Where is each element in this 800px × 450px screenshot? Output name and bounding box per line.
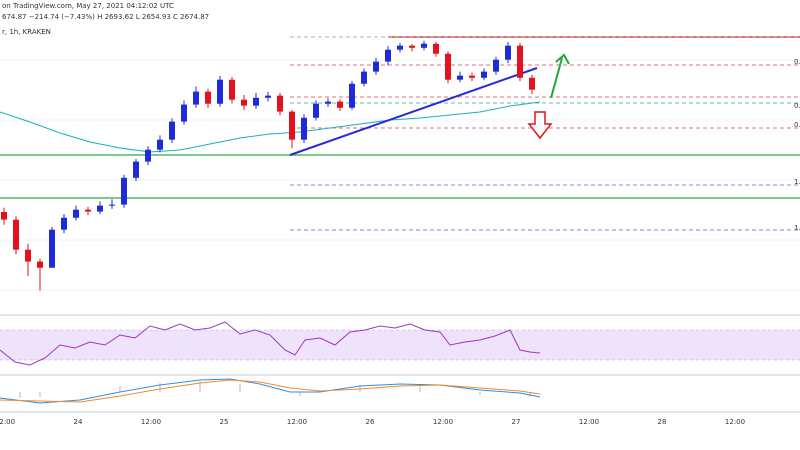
arrow-down xyxy=(527,111,553,140)
candle-body xyxy=(349,83,355,108)
candle-body xyxy=(505,45,511,60)
candle-body xyxy=(481,71,487,78)
grid xyxy=(0,59,800,291)
x-tick-label: 12:00 xyxy=(433,418,453,426)
x-tick-label: 25 xyxy=(220,418,229,426)
x-tick-label: 28 xyxy=(658,418,667,426)
candle-body xyxy=(313,103,319,118)
candle-body xyxy=(241,99,247,106)
candle-body xyxy=(181,104,187,122)
candle-body xyxy=(13,219,19,250)
signal-line xyxy=(0,379,541,403)
candle-body xyxy=(25,249,31,262)
rsi-band xyxy=(0,330,800,360)
macd-line xyxy=(0,378,541,404)
candle-body xyxy=(61,217,67,230)
candle-body xyxy=(85,209,91,212)
candle-body xyxy=(109,204,115,206)
candle-body xyxy=(493,59,499,72)
candle-body xyxy=(469,75,475,78)
candle-body xyxy=(373,61,379,72)
fib-label: 0. xyxy=(794,121,800,129)
x-tick-label: 24 xyxy=(74,418,83,426)
candle-body xyxy=(253,97,259,106)
candle-body xyxy=(265,95,271,98)
x-tick-label: 12:00 xyxy=(287,418,307,426)
candle-body xyxy=(397,45,403,50)
candle-body xyxy=(49,229,55,268)
candle-body xyxy=(289,111,295,140)
source-text: on TradingView.com, May 27, 2021 04:12:0… xyxy=(2,2,174,10)
x-tick-label: 27 xyxy=(512,418,521,426)
candle-body xyxy=(1,212,7,220)
candle-body xyxy=(337,101,343,108)
candle-body xyxy=(217,79,223,104)
symbol-text: r, 1h, KRAKEN xyxy=(2,28,51,36)
candle-body xyxy=(529,77,535,90)
candle-body xyxy=(157,139,163,150)
fib-label: 1. xyxy=(794,224,800,232)
candle-body xyxy=(409,45,415,48)
candle-body xyxy=(301,117,307,140)
candle-body xyxy=(121,177,127,205)
candle-body xyxy=(133,161,139,178)
fib-label: 0. xyxy=(794,58,800,66)
candle-body xyxy=(385,49,391,62)
candle-body xyxy=(517,45,523,78)
candle-body xyxy=(277,95,283,112)
x-tick-label: 12:00 xyxy=(725,418,745,426)
candle-body xyxy=(433,43,439,54)
candle-body xyxy=(229,79,235,100)
candle-body xyxy=(457,75,463,80)
candle-body xyxy=(421,43,427,48)
fib-label: 1. xyxy=(794,178,800,186)
x-tick-label: 12:00 xyxy=(141,418,161,426)
rsi-line xyxy=(0,321,541,366)
quote-text: 674.87 −214.74 (−7.43%) H 2693.62 L 2654… xyxy=(2,13,209,21)
candle-body xyxy=(193,91,199,105)
candle-body xyxy=(325,101,331,104)
candle-body xyxy=(445,53,451,80)
arrow-up xyxy=(550,53,570,99)
candle-body xyxy=(169,121,175,140)
fib-label: 0. xyxy=(794,102,800,110)
trend-line xyxy=(289,67,538,156)
moving-average xyxy=(0,101,541,153)
candle-body xyxy=(205,91,211,104)
candle-body xyxy=(145,149,151,162)
candle-body xyxy=(37,261,43,268)
x-tick-label: 26 xyxy=(366,418,375,426)
x-tick-label: 12:00 xyxy=(0,418,15,426)
x-tick-label: 12:00 xyxy=(579,418,599,426)
candle-body xyxy=(73,209,79,218)
candle-body xyxy=(361,71,367,84)
candle-body xyxy=(97,205,103,212)
